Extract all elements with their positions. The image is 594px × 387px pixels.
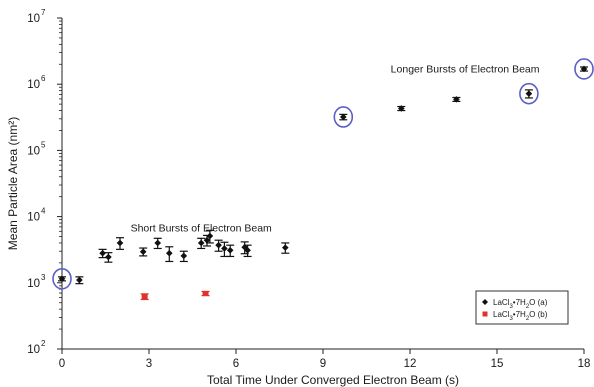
data-point <box>205 229 214 244</box>
y-tick-label-exponent: 4 <box>41 207 46 216</box>
y-tick-label: 10 <box>27 79 40 91</box>
data-point <box>153 237 162 250</box>
y-tick-label-exponent: 6 <box>41 74 46 83</box>
y-tick-label: 10 <box>27 344 40 356</box>
data-point <box>580 65 588 73</box>
y-axis-title: Mean Particle Area (nm²) <box>6 117 20 250</box>
data-marks <box>58 65 588 301</box>
data-point <box>226 244 235 258</box>
highlight-circles <box>52 58 594 290</box>
point-marker <box>203 236 211 244</box>
point-marker <box>76 276 83 284</box>
data-point <box>339 113 348 121</box>
y-tick-label-exponent: 3 <box>41 273 46 282</box>
data-point <box>220 241 229 258</box>
legend: LaCl3•7H2O (a)LaCl3•7H2O (b) <box>475 290 569 325</box>
point-marker <box>453 96 460 103</box>
x-tick-label: 12 <box>404 358 417 370</box>
x-tick-label: 18 <box>578 358 591 370</box>
data-point <box>243 244 252 258</box>
y-tick-label: 10 <box>27 145 40 157</box>
y-tick-label: 10 <box>27 278 40 290</box>
legend-subscript: 3 <box>509 304 513 310</box>
legend-subscript: 3 <box>509 316 513 322</box>
point-marker <box>99 249 106 257</box>
point-marker <box>226 246 234 254</box>
legend-marker <box>482 311 488 317</box>
point-marker <box>525 90 533 97</box>
x-tick-label: 9 <box>320 358 326 370</box>
highlight-circle <box>52 267 72 290</box>
highlight-circle <box>333 106 354 128</box>
data-point <box>197 237 206 250</box>
legend-label-part: O (a) <box>529 298 548 307</box>
legend-label-part: •7H <box>513 310 526 319</box>
data-point <box>139 247 148 257</box>
x-tick-label: 0 <box>59 358 65 370</box>
point-marker <box>116 239 124 247</box>
y-tick-label: 10 <box>27 212 40 224</box>
point-marker <box>58 275 66 283</box>
point-marker <box>282 244 289 251</box>
point-marker <box>180 252 188 260</box>
data-point <box>214 239 223 252</box>
data-point <box>140 293 149 301</box>
x-tick-label: 6 <box>233 358 239 370</box>
x-axis-title: Total Time Under Converged Electron Beam… <box>207 373 459 387</box>
point-marker <box>340 113 347 121</box>
legend-marker <box>482 299 488 305</box>
data-point <box>397 105 406 112</box>
highlight-circle <box>574 58 594 80</box>
data-point <box>281 242 290 254</box>
point-marker <box>398 105 405 112</box>
legend-label: LaCl3•7H2O (b) <box>493 310 548 322</box>
data-point <box>165 246 174 263</box>
point-marker <box>154 239 161 247</box>
legend-label: LaCl3•7H2O (a) <box>493 298 548 310</box>
data-point <box>201 290 210 297</box>
annotation-text: Short Bursts of Electron Beam <box>131 222 272 234</box>
data-point <box>179 250 188 263</box>
point-marker <box>105 253 112 261</box>
x-tick-label: 3 <box>146 358 152 370</box>
legend-subscript: 2 <box>526 304 530 310</box>
point-marker <box>197 239 205 247</box>
point-marker <box>241 243 248 251</box>
point-marker <box>166 249 173 257</box>
y-tick-label-exponent: 2 <box>41 339 46 348</box>
point-marker <box>215 241 222 249</box>
data-point <box>524 89 533 99</box>
legend-label-part: •7H <box>513 298 526 307</box>
point-marker <box>139 248 147 255</box>
data-point <box>98 248 107 259</box>
annotations: Short Bursts of Electron Beam Longer Burs… <box>131 64 540 235</box>
legend-label-part: O (b) <box>529 310 548 319</box>
legend-box <box>475 290 569 325</box>
data-point <box>452 96 461 103</box>
point-marker <box>580 65 588 73</box>
x-tick-label: 15 <box>491 358 504 370</box>
highlight-circle <box>519 82 539 105</box>
legend-label-part: LaCl <box>493 298 510 307</box>
point-marker <box>202 290 209 296</box>
annotation-text: Longer Bursts of Electron Beam <box>391 64 540 76</box>
point-marker <box>221 245 228 252</box>
legend-label-part: LaCl <box>493 310 510 319</box>
data-point <box>58 275 66 283</box>
data-point <box>116 237 124 250</box>
point-marker <box>244 246 251 254</box>
point-marker <box>206 232 214 240</box>
y-tick-label-exponent: 5 <box>41 140 46 149</box>
y-tick-label-exponent: 7 <box>41 8 46 17</box>
data-point <box>104 252 113 263</box>
y-tick-label: 10 <box>27 13 40 25</box>
data-point <box>75 276 84 285</box>
legend-subscript: 2 <box>526 316 530 322</box>
point-marker <box>141 294 148 300</box>
